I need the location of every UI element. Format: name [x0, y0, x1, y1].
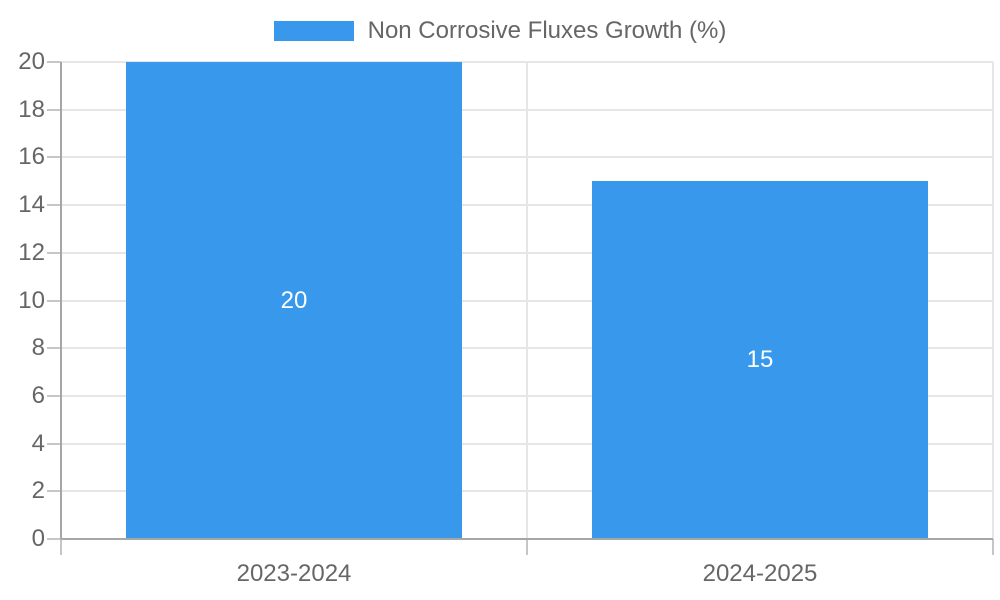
- legend-label: Non Corrosive Fluxes Growth (%): [367, 17, 727, 44]
- y-axis-tick-label: 8: [31, 334, 45, 361]
- y-axis-tick-label: 0: [31, 525, 45, 552]
- bar-value-label: 20: [280, 287, 308, 314]
- x-axis-line: [61, 538, 993, 540]
- x-axis-tick: [526, 539, 528, 555]
- y-axis-tick: [47, 443, 61, 445]
- y-axis-tick-label: 14: [18, 191, 45, 218]
- gridline-vertical: [992, 62, 994, 539]
- x-axis-category-label: 2024-2025: [702, 560, 818, 587]
- legend-swatch: [273, 21, 354, 41]
- y-axis-tick-label: 2: [31, 477, 45, 504]
- bar[interactable]: [126, 62, 462, 539]
- y-axis-tick: [47, 252, 61, 254]
- bar[interactable]: [592, 181, 928, 539]
- y-axis-line: [60, 62, 62, 539]
- y-axis-tick: [47, 347, 61, 349]
- x-axis-tick: [992, 539, 994, 555]
- y-axis-tick: [47, 538, 61, 540]
- y-axis-tick: [47, 61, 61, 63]
- x-axis-tick: [60, 539, 62, 555]
- gridline-vertical: [526, 62, 528, 539]
- y-axis-tick: [47, 490, 61, 492]
- y-axis-tick-label: 18: [18, 96, 45, 123]
- y-axis-tick: [47, 156, 61, 158]
- y-axis-tick-label: 6: [31, 382, 45, 409]
- y-axis-tick-label: 10: [18, 287, 45, 314]
- y-axis-tick-label: 12: [18, 239, 45, 266]
- y-axis-tick: [47, 109, 61, 111]
- y-axis-tick: [47, 300, 61, 302]
- y-axis-tick: [47, 204, 61, 206]
- bar-value-label: 15: [746, 346, 774, 373]
- y-axis-tick-label: 16: [18, 143, 45, 170]
- y-axis-tick-label: 20: [18, 48, 45, 75]
- x-axis-category-label: 2023-2024: [236, 560, 352, 587]
- y-axis-tick-label: 4: [31, 430, 45, 457]
- legend[interactable]: Non Corrosive Fluxes Growth (%): [0, 16, 1000, 46]
- y-axis-tick: [47, 395, 61, 397]
